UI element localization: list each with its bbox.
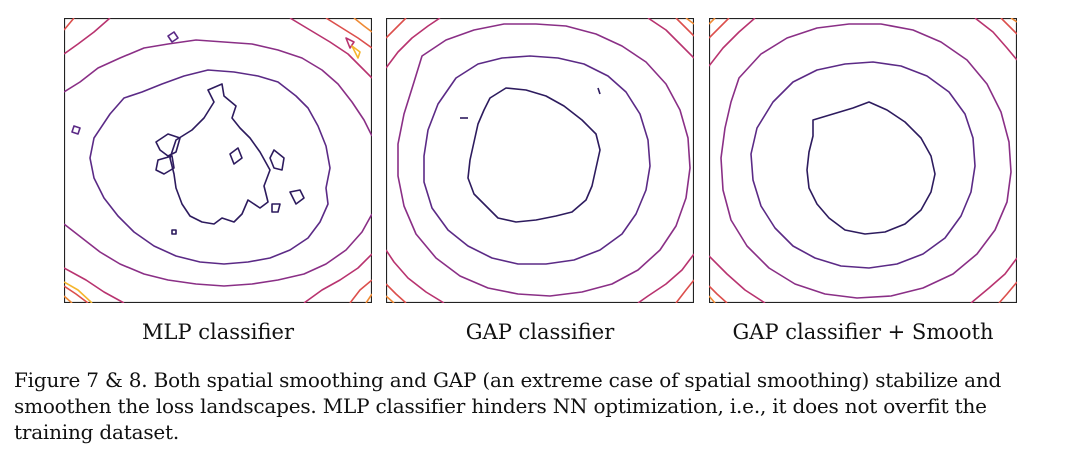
contour-level-1	[169, 83, 271, 225]
contour-level-1-island	[597, 87, 601, 95]
contour-level-1	[467, 87, 601, 223]
contour-level-1-island	[171, 229, 177, 235]
gap-contour-svg	[386, 18, 694, 303]
contour-level-4	[386, 18, 694, 303]
contour-level-2-island	[167, 31, 179, 43]
contour-level-2	[423, 55, 651, 265]
panel-label-gap: GAP classifier	[465, 320, 615, 344]
contour-level-6	[386, 18, 694, 303]
contour-level-1-island	[229, 147, 243, 165]
contour-level-5	[709, 18, 1017, 303]
contour-level-7	[64, 45, 361, 303]
contour-level-1-island	[155, 133, 181, 157]
contour-level-3	[397, 23, 691, 297]
panel-label-mlp: MLP classifier	[142, 320, 294, 344]
mlp-contour-plot	[64, 18, 372, 303]
figure-caption: Figure 7 & 8. Both spatial smoothing and…	[14, 368, 1002, 444]
contour-level-3	[720, 23, 1012, 299]
contour-level-4	[709, 18, 1017, 303]
contour-level-1-island	[269, 149, 285, 171]
contour-level-4-island	[345, 37, 355, 49]
contour-level-6	[64, 18, 372, 303]
contour-level-1	[806, 101, 936, 235]
contour-level-5	[64, 18, 372, 303]
contour-level-1-island	[271, 203, 281, 213]
gap-smooth-contour-plot	[709, 18, 1017, 303]
contour-level-3	[64, 39, 372, 287]
panel-label-gap-smooth: GAP classifier + Smooth	[732, 320, 994, 344]
contour-level-5	[386, 18, 694, 303]
contour-level-1-island	[289, 189, 305, 205]
contour-level-2	[750, 61, 976, 269]
contour-level-2	[89, 69, 331, 265]
gap-smooth-contour-svg	[709, 18, 1017, 303]
mlp-contour-svg	[64, 18, 372, 303]
contour-level-2-island	[71, 125, 81, 135]
gap-contour-plot	[386, 18, 694, 303]
contour-level-6	[709, 18, 1017, 303]
contour-level-4	[64, 18, 372, 303]
contour-level-1-island	[155, 155, 175, 175]
